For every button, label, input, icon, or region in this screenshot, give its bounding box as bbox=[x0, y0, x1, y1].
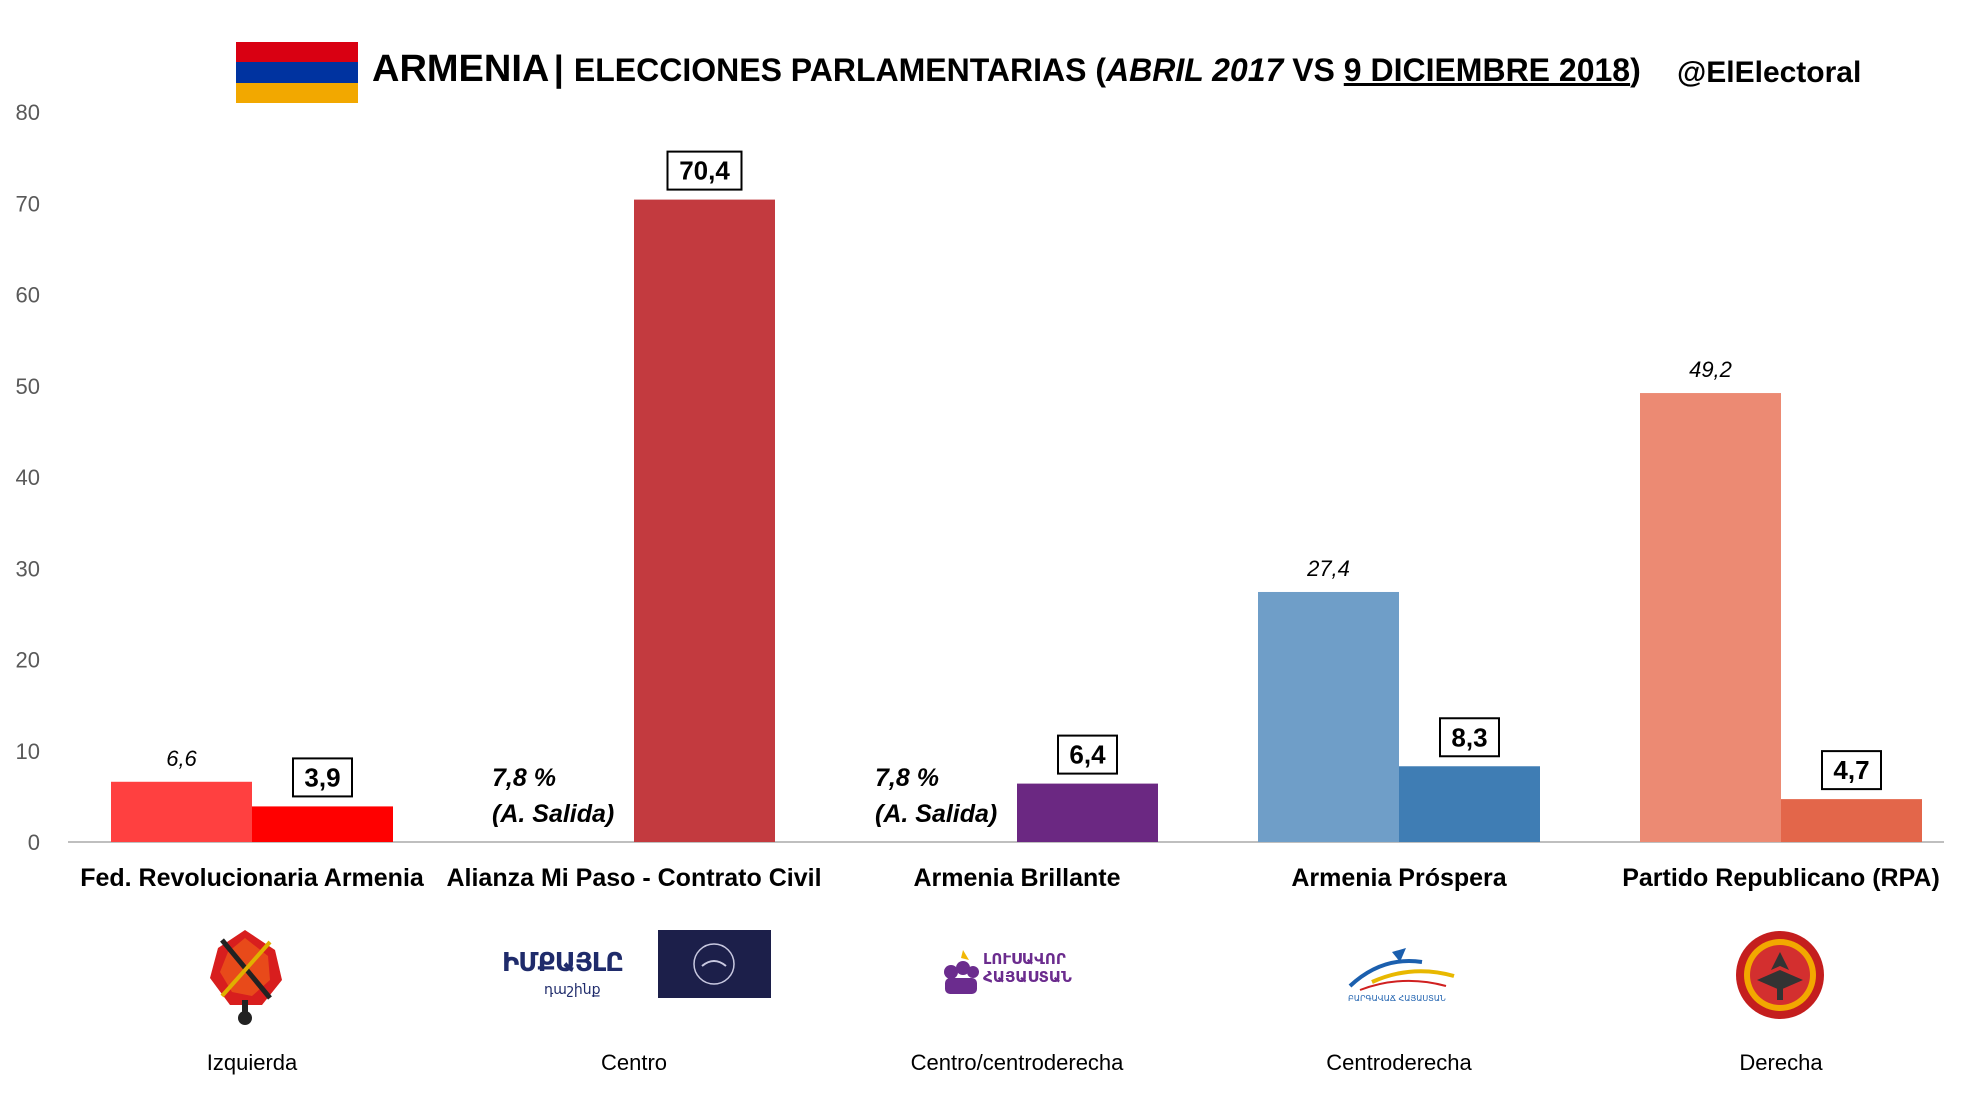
bar bbox=[1781, 799, 1922, 842]
bar bbox=[634, 199, 775, 843]
flag-stripe-orange bbox=[236, 82, 358, 103]
y-tick-label: 60 bbox=[16, 283, 40, 308]
y-tick-label: 30 bbox=[16, 556, 40, 581]
y-tick-label: 40 bbox=[16, 465, 40, 490]
republican-party-logo bbox=[1735, 930, 1825, 1020]
title-vs: VS bbox=[1283, 52, 1344, 88]
data-label: 49,2 bbox=[1689, 357, 1732, 382]
bar bbox=[1640, 393, 1781, 842]
y-tick-label: 10 bbox=[16, 739, 40, 764]
my-step-logo: ԻՄՔԱՅԼԸ դաշինք bbox=[488, 930, 658, 1020]
bar bbox=[111, 781, 252, 842]
title-suffix: ) bbox=[1630, 52, 1641, 88]
data-label: 8,3 bbox=[1451, 722, 1487, 752]
data-label: 3,9 bbox=[304, 762, 340, 792]
data-label: 6,4 bbox=[1069, 740, 1106, 770]
x-category-label: Fed. Revolucionaria Armenia bbox=[80, 864, 424, 892]
my-step-logo-subtext: դաշինք bbox=[544, 982, 601, 998]
exit-poll-note: 7,8 % bbox=[875, 764, 939, 792]
data-label: 27,4 bbox=[1306, 556, 1350, 581]
data-label-box bbox=[1821, 750, 1882, 791]
y-tick-label: 0 bbox=[28, 830, 40, 855]
bright-armenia-logo-line2: ՀԱՅԱՍՏԱՆ bbox=[983, 968, 1072, 986]
arf-logo bbox=[200, 920, 290, 1030]
data-label: 6,6 bbox=[166, 746, 197, 771]
exit-poll-note: (A. Salida) bbox=[492, 800, 614, 828]
y-tick-label: 80 bbox=[16, 100, 40, 125]
data-label-box bbox=[292, 757, 353, 798]
x-category-label: Alianza Mi Paso - Contrato Civil bbox=[446, 864, 822, 892]
ideology-label: Derecha bbox=[1739, 1050, 1823, 1075]
y-tick-label: 20 bbox=[16, 648, 40, 673]
x-category-label: Partido Republicano (RPA) bbox=[1622, 864, 1940, 892]
title-date-2017: ABRIL 2017 bbox=[1106, 52, 1284, 88]
armenia-flag bbox=[236, 42, 358, 103]
data-label-box bbox=[1057, 734, 1118, 775]
bar bbox=[1017, 783, 1158, 842]
data-label: 70,4 bbox=[679, 156, 730, 186]
title-separator: | bbox=[553, 48, 564, 89]
twitter-handle: @ElElectoral bbox=[1677, 56, 1862, 89]
exit-poll-note: (A. Salida) bbox=[875, 800, 997, 828]
bright-armenia-logo-line1: ԼՈՒՍԱՎՈՐ bbox=[983, 950, 1066, 968]
prosperous-armenia-logo: ԲԱՐԳԱՎԱՃ ՀԱՅԱՍՏԱՆ bbox=[1342, 946, 1462, 1008]
title-prefix: ELECCIONES PARLAMENTARIAS ( bbox=[573, 52, 1107, 88]
y-tick-label: 70 bbox=[16, 191, 40, 216]
ideology-label: Izquierda bbox=[206, 1050, 298, 1075]
civil-contract-logo bbox=[658, 930, 771, 998]
title-date-2018: 9 DICIEMBRE 2018 bbox=[1343, 52, 1631, 88]
prosperous-armenia-logo-text: ԲԱՐԳԱՎԱՃ ՀԱՅԱՍՏԱՆ bbox=[1348, 994, 1446, 1003]
data-label-box bbox=[666, 150, 743, 191]
flag-stripe-blue bbox=[236, 62, 358, 83]
my-step-logo-text: ԻՄՔԱՅԼԸ bbox=[502, 948, 624, 978]
data-label-box bbox=[1439, 717, 1500, 758]
ideology-label: Centroderecha bbox=[1326, 1050, 1472, 1075]
x-category-label: Armenia Brillante bbox=[913, 864, 1121, 892]
y-tick-label: 50 bbox=[16, 374, 40, 399]
bar bbox=[1399, 766, 1540, 842]
x-category-label: Armenia Próspera bbox=[1291, 864, 1507, 892]
flag-stripe-red bbox=[236, 42, 358, 63]
ideology-label: Centro/centroderecha bbox=[910, 1050, 1124, 1075]
title-country: ARMENIA bbox=[372, 48, 550, 90]
bright-armenia-logo: ԼՈՒՍԱՎՈՐ ՀԱՅԱՍՏԱՆ bbox=[943, 942, 1083, 1002]
data-label: 4,7 bbox=[1833, 755, 1869, 785]
ideology-label: Centro bbox=[600, 1050, 668, 1075]
exit-poll-note: 7,8 % bbox=[492, 764, 556, 792]
chart-title: ARMENIA | ELECCIONES PARLAMENTARIAS (ABR… bbox=[372, 48, 1641, 91]
bar bbox=[1258, 591, 1399, 842]
bar bbox=[252, 806, 393, 842]
